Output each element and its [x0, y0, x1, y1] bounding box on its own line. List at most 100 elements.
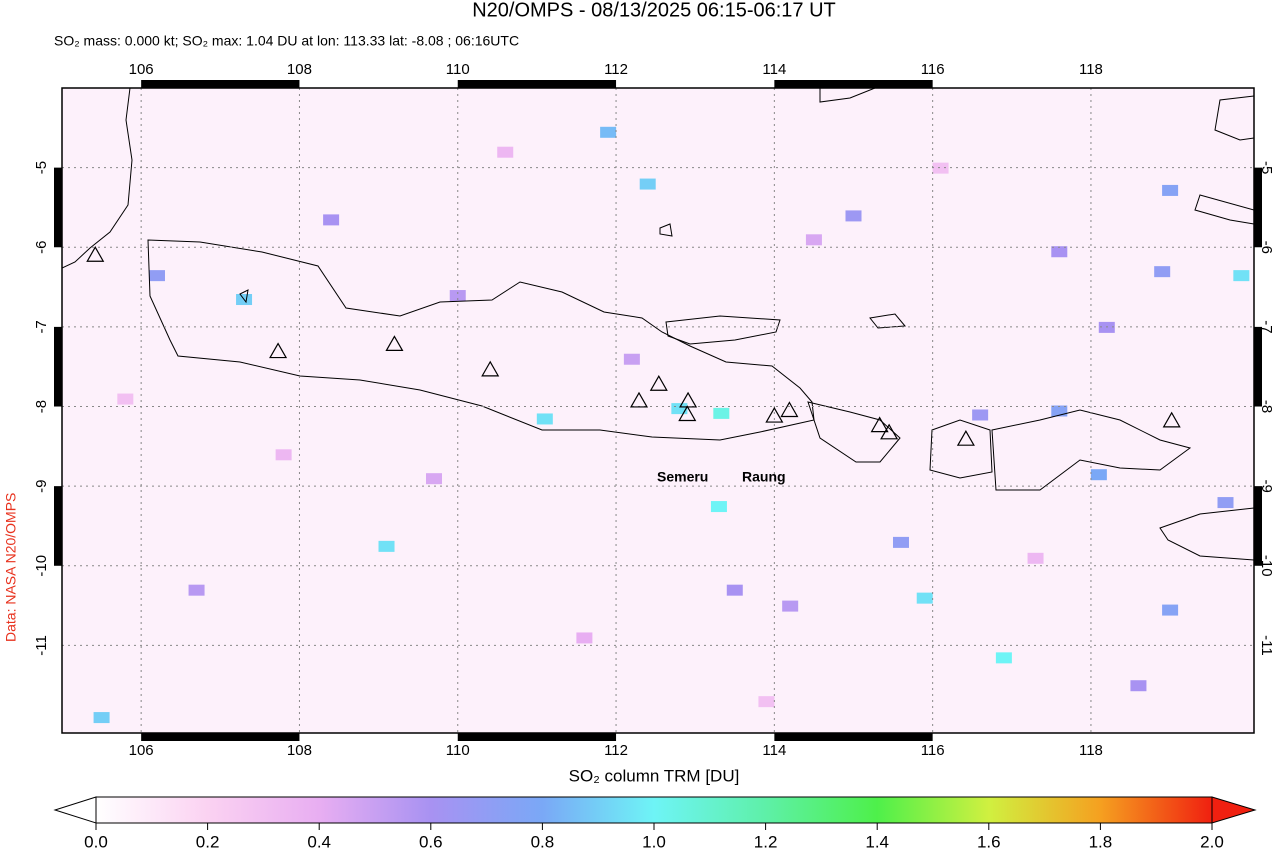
volcano-marker	[1162, 411, 1181, 428]
y-tick-label: -8	[33, 400, 50, 413]
colorbar-label: SO₂ column TRM [DU]	[569, 766, 740, 785]
volcano-marker	[269, 342, 288, 359]
x-tick-label: 114	[762, 742, 786, 759]
colorbar-low-arrow	[53, 796, 97, 824]
x-tick-label: 112	[604, 742, 628, 759]
x-tick-label: 118	[1079, 61, 1103, 78]
x-tick-label: 114	[762, 61, 786, 78]
colorbar-ticks: 0.0 0.2 0.4 0.6 0.8 1.0 1.2 1.4 1.6 1.8 2.0	[84, 823, 1224, 851]
so2-pixel	[805, 234, 822, 246]
volcano-label: Semeru	[657, 469, 708, 485]
frame-segment	[54, 326, 62, 407]
so2-pixel	[892, 536, 909, 548]
so2-pixel	[671, 403, 688, 415]
so2-pixel	[726, 584, 743, 596]
y-tick-label: -10	[1258, 555, 1272, 577]
x-tick-label: 116	[921, 742, 945, 759]
so2-pixel	[1090, 469, 1107, 481]
frame-segment	[774, 80, 933, 88]
volcano-marker	[870, 416, 889, 433]
sumatra-coast	[62, 88, 133, 269]
so2-pixel	[1051, 246, 1068, 258]
frame-segment	[1254, 167, 1262, 248]
so2-pixel	[188, 584, 205, 596]
colorbar-tick-label: 0.6	[419, 832, 443, 851]
java-coast	[147, 239, 815, 441]
frame-segment	[457, 80, 617, 88]
colorbar-tick-label: 1.0	[642, 832, 666, 851]
so2-pixel	[536, 413, 553, 425]
axes: 106 106 108 108 110 110 112 112 114 114 116 116 118 1…	[33, 61, 1272, 759]
so2-pixel	[275, 449, 292, 461]
volcano-marker	[765, 406, 784, 423]
volcano-marker	[385, 335, 404, 352]
madura-coast	[665, 315, 781, 345]
volcano-marker	[86, 246, 105, 262]
volcano-marker	[880, 423, 899, 440]
so2-pixel	[623, 353, 640, 365]
y-tick-label: -10	[33, 555, 50, 577]
volcano-marker	[649, 375, 668, 391]
x-tick-label: 118	[1079, 742, 1103, 759]
frame-segment	[1254, 486, 1262, 566]
so2-pixel	[600, 126, 617, 138]
plot-area	[62, 88, 1254, 733]
sulawesi-coast	[1194, 95, 1254, 225]
y-tick-label: -9	[33, 479, 50, 492]
so2-pixel	[1162, 604, 1179, 616]
plot-frame	[61, 87, 1255, 734]
frame-segment	[54, 167, 62, 248]
title: N20/OMPS - 08/13/2025 06:15-06:17 UT	[472, 0, 836, 21]
colorbar-tick-label: 0.0	[84, 832, 108, 851]
so2-pixel	[323, 214, 340, 226]
subtitle: SO₂ mass: 0.000 kt; SO₂ max: 1.04 DU at …	[54, 33, 519, 49]
colorbar-tick-label: 1.8	[1089, 832, 1113, 851]
colorbar-tick-label: 1.6	[977, 832, 1001, 851]
bali-coast	[807, 401, 901, 463]
so2-pixel	[1217, 497, 1234, 509]
sumba-coast	[1159, 507, 1254, 561]
so2-pixel	[639, 178, 656, 190]
y-tick-label: -6	[33, 241, 50, 254]
so2-pixel	[782, 600, 799, 612]
volcano-label: Raung	[742, 469, 786, 485]
frame-segment	[54, 486, 62, 566]
so2-pixel	[378, 540, 395, 552]
frame-segment	[457, 733, 617, 741]
so2-pixel	[576, 632, 593, 644]
coastlines	[62, 88, 1254, 561]
so2-pixel	[916, 592, 933, 604]
colorbar	[96, 797, 1212, 823]
x-tick-label: 112	[604, 61, 628, 78]
grid	[62, 88, 1254, 733]
so2-pixel	[117, 393, 134, 405]
so2-pixel	[1154, 266, 1171, 278]
so2-pixel	[497, 146, 514, 158]
so2-pixel	[932, 162, 949, 174]
so2-pixel	[1162, 184, 1179, 196]
so2-pixel	[995, 652, 1012, 664]
y-tick-label: -7	[33, 320, 50, 333]
volcano-marker	[780, 401, 799, 418]
volcano-marker	[956, 429, 975, 446]
colorbar-high-arrow	[1211, 796, 1257, 824]
colorbar-tick-label: 0.2	[196, 832, 220, 851]
volcano-marker	[678, 405, 697, 422]
frame-segment	[1254, 326, 1262, 407]
y-tick-label: -5	[33, 161, 50, 174]
colorbar-tick-label: 0.8	[531, 832, 555, 851]
colorbar-tick-label: 2.0	[1200, 832, 1224, 851]
so2-pixel	[1027, 552, 1044, 564]
sumbawa-coast	[991, 409, 1192, 491]
y-tick-label: -8	[1258, 400, 1272, 413]
so2-pixel	[449, 290, 466, 302]
volcano-marker	[481, 360, 500, 377]
borneo-coast	[819, 88, 876, 103]
colorbar-tick-label: 0.4	[307, 832, 331, 851]
so2-pixel	[1233, 270, 1250, 282]
so2-pixel	[710, 501, 727, 513]
so2-pixel	[758, 696, 775, 708]
y-tick-label: -11	[33, 635, 50, 656]
